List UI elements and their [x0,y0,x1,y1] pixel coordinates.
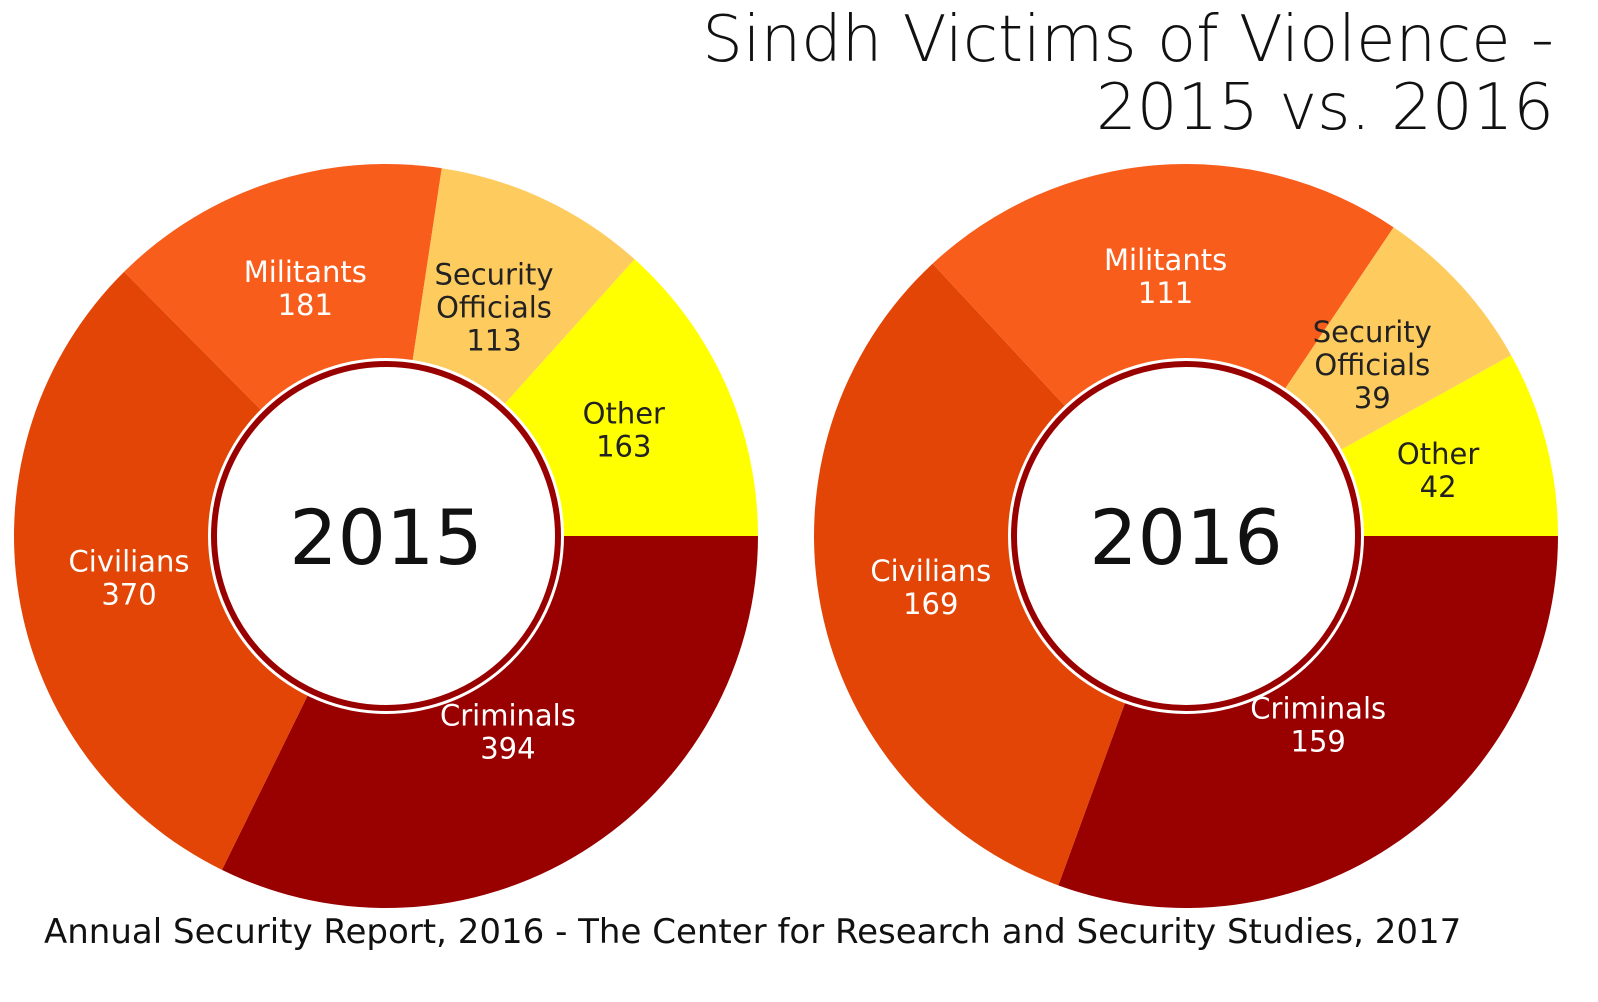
slice-label-civilians-2016: Civilians 169 [870,554,991,621]
slice-label-other-2015: Other 163 [583,397,665,464]
chart-title-line-2: 2015 vs. 2016 [1096,71,1554,145]
slice-label-security-officials-2016: Security Officials 39 [1313,315,1432,415]
slice-label-militants-2015: Militants 181 [244,255,367,322]
chart-title-line-1: Sindh Victims of Violence - [702,3,1554,77]
donut-chart-2015: Criminals 394 Civilians 370 Militants 181 Secu… [13,164,758,908]
donut-hole-2015 [208,358,564,714]
donut-hole-2016 [1008,358,1364,714]
slice-label-militants-2016: Militants 111 [1104,243,1227,310]
slice-label-civilians-2015: Civilians 370 [69,545,190,612]
center-label-2016: 2016 [1089,493,1282,582]
source-caption: Annual Security Report, 2016 - The Cente… [44,912,1462,952]
slice-civilians-2015 [13,271,387,870]
slice-label-criminals-2015: Criminals 394 [440,698,576,765]
slice-label-other-2016: Other 42 [1397,437,1479,504]
slice-militants-2016 [932,163,1394,537]
slice-label-criminals-2016: Criminals 159 [1250,692,1386,759]
donut-ring-2015 [211,361,561,711]
slice-civilians-2016 [814,263,1186,886]
donut-ring-2016 [1011,361,1361,711]
slice-label-security-officials-2015: Security Officials 113 [434,257,553,357]
donut-chart-2016: Criminals 159 Civilians 169 Militants 111 Secu… [814,163,1558,908]
center-label-2015: 2015 [289,493,482,582]
chart-title: Sindh Victims of Violence - 2015 vs. 201… [702,6,1554,142]
